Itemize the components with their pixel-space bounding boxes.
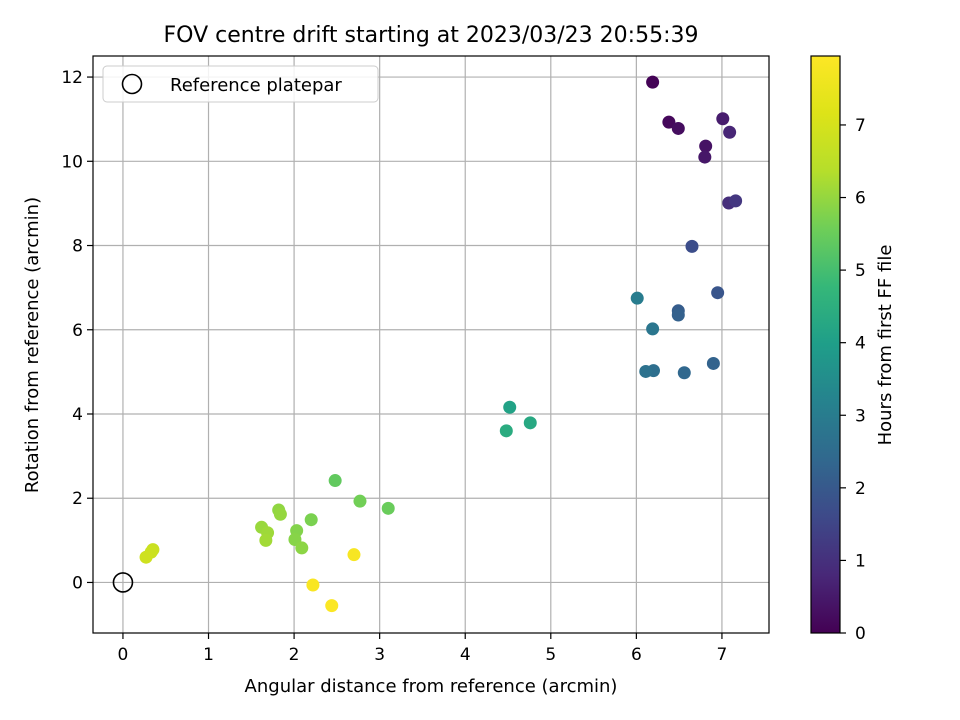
scatter-point	[139, 550, 153, 564]
x-tick-label: 2	[289, 645, 300, 665]
y-axis-label: Rotation from reference (arcmin)	[22, 197, 43, 493]
scatter-point	[706, 356, 720, 370]
colorbar-tick-label: 0	[855, 624, 866, 644]
colorbar-tick-label: 6	[855, 189, 866, 209]
y-tick-label: 0	[72, 573, 83, 593]
scatter-point	[503, 400, 517, 414]
scatter-point	[729, 194, 743, 208]
scatter-point	[685, 239, 699, 253]
x-tick-label: 3	[374, 645, 385, 665]
scatter-point	[273, 507, 287, 521]
x-axis-label: Angular distance from reference (arcmin)	[245, 676, 618, 697]
scatter-point	[646, 75, 660, 89]
colorbar-label: Hours from first FF file	[875, 245, 896, 446]
scatter-point	[677, 366, 691, 380]
scatter-point	[304, 513, 318, 527]
scatter-point	[671, 121, 685, 135]
scatter-point	[662, 115, 676, 129]
scatter-point	[723, 125, 737, 139]
plot-frame	[92, 55, 770, 634]
legend: Reference platepar	[102, 65, 379, 103]
scatter-point	[347, 548, 361, 562]
colorbar-tick-label: 2	[855, 479, 866, 499]
legend-entry-label: Reference platepar	[170, 75, 342, 96]
colorbar-tick-label: 1	[855, 551, 866, 571]
scatter-point	[698, 150, 712, 164]
scatter-point	[716, 112, 730, 126]
reference-platepar-marker	[112, 572, 134, 593]
colorbar-gradient	[810, 55, 841, 634]
scatter-point	[259, 533, 273, 547]
scatter-point	[671, 308, 685, 322]
plot-background	[93, 56, 769, 633]
colorbar: 0 1 2 3 4 5 6 7 Hours from first FF file	[810, 55, 896, 644]
scatter-point	[639, 364, 653, 378]
colorbar-tick-label: 5	[855, 261, 866, 281]
x-tick-label: 5	[545, 645, 556, 665]
scatter-point	[711, 286, 725, 300]
x-axis-ticks: 0 1 2 3 4 5 6 7	[118, 633, 728, 665]
x-tick-label: 1	[203, 645, 214, 665]
scatter-point	[353, 494, 367, 508]
scatter-point	[699, 139, 713, 153]
scatter-point	[295, 541, 309, 555]
scatter-point	[306, 578, 320, 592]
colorbar-ticks: 0 1 2 3 4 5 6 7	[840, 116, 866, 644]
scatter-point	[325, 599, 339, 613]
x-tick-label: 6	[631, 645, 642, 665]
scatter-point	[381, 501, 395, 515]
y-tick-label: 2	[72, 489, 83, 509]
y-tick-label: 6	[72, 321, 83, 341]
y-axis-ticks: 0 2 4 6 8 10 12	[61, 68, 93, 593]
scatter-point	[328, 474, 342, 488]
scatter-point	[523, 416, 537, 430]
x-tick-label: 7	[717, 645, 728, 665]
colorbar-tick-label: 3	[855, 406, 866, 426]
legend-box	[102, 65, 379, 103]
scatter-point	[646, 322, 660, 336]
y-tick-label: 4	[72, 405, 83, 425]
y-tick-label: 10	[61, 152, 83, 172]
scatter-point	[630, 291, 644, 305]
colorbar-tick-label: 4	[855, 334, 866, 354]
x-tick-label: 0	[118, 645, 129, 665]
colorbar-tick-label: 7	[855, 116, 866, 136]
grid-lines	[93, 56, 769, 633]
x-tick-label: 4	[460, 645, 471, 665]
scatter-points	[139, 75, 743, 613]
chart-title: FOV centre drift starting at 2023/03/23 …	[164, 23, 699, 48]
y-tick-label: 12	[61, 68, 83, 88]
legend-open-circle-marker	[121, 73, 143, 95]
y-tick-label: 8	[72, 237, 83, 257]
scatter-point	[499, 424, 513, 438]
